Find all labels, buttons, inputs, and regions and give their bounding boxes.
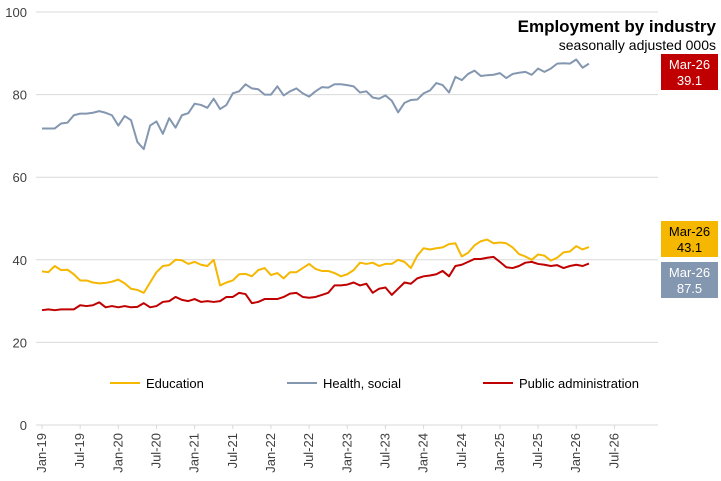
x-tick-label: Jan-24 (416, 433, 431, 473)
legend-label: Education (146, 376, 204, 391)
x-tick-label: Jan-25 (492, 433, 507, 473)
series-line-1 (42, 58, 590, 151)
x-tick-label: Jul-20 (148, 433, 163, 468)
y-tick-label: 0 (20, 418, 27, 433)
x-tick-label: Jul-22 (301, 433, 316, 468)
y-tick-label: 100 (5, 5, 27, 20)
x-tick-label: Jul-25 (530, 433, 545, 468)
gridlines (36, 11, 658, 426)
x-tick-label: Jan-20 (110, 433, 125, 473)
legend-label: Health, social (323, 376, 401, 391)
series-lines (41, 58, 590, 312)
x-tick-label: Jul-24 (454, 433, 469, 468)
x-tick-label: Jan-22 (263, 433, 278, 473)
x-tick-label: Jul-23 (377, 433, 392, 468)
x-tick-label: Jan-26 (568, 433, 583, 473)
y-tick-label: 80 (13, 88, 27, 103)
x-tick-label: Jan-23 (339, 433, 354, 473)
callout-value: 87.5 (677, 281, 702, 296)
x-tick-label: Jan-19 (34, 433, 49, 473)
callout-date: Mar-26 (669, 265, 710, 280)
callout-value: 43.1 (677, 240, 702, 255)
callout-date: Mar-26 (669, 224, 710, 239)
x-tick-label: Jul-19 (72, 433, 87, 468)
legend-label: Public administration (519, 376, 639, 391)
chart-subtitle: seasonally adjusted 000s (559, 37, 716, 53)
y-tick-label: 60 (13, 170, 27, 185)
y-tick-label: 20 (13, 335, 27, 350)
callout-box (661, 262, 718, 298)
x-axis: Jan-19 Jul-19 Jan-20 Jul-20 Jan-21 Jul-21 Jan-… (34, 425, 621, 473)
chart-title: Employment by industry (518, 17, 717, 36)
x-tick-label: Jul-26 (606, 433, 621, 468)
callout-date: Mar-26 (669, 57, 710, 72)
series-line-0 (41, 238, 590, 294)
callout-value: 39.1 (677, 73, 702, 88)
callout-box (661, 54, 718, 90)
legend: Education Health, social Public administra… (110, 376, 639, 391)
x-tick-label: Jan-21 (187, 433, 202, 473)
y-tick-label: 40 (13, 253, 27, 268)
series-line-2 (41, 255, 590, 312)
y-axis: 0 20 40 60 80 100 (5, 5, 27, 433)
callout-box (661, 221, 718, 257)
x-tick-label: Jul-21 (225, 433, 240, 468)
